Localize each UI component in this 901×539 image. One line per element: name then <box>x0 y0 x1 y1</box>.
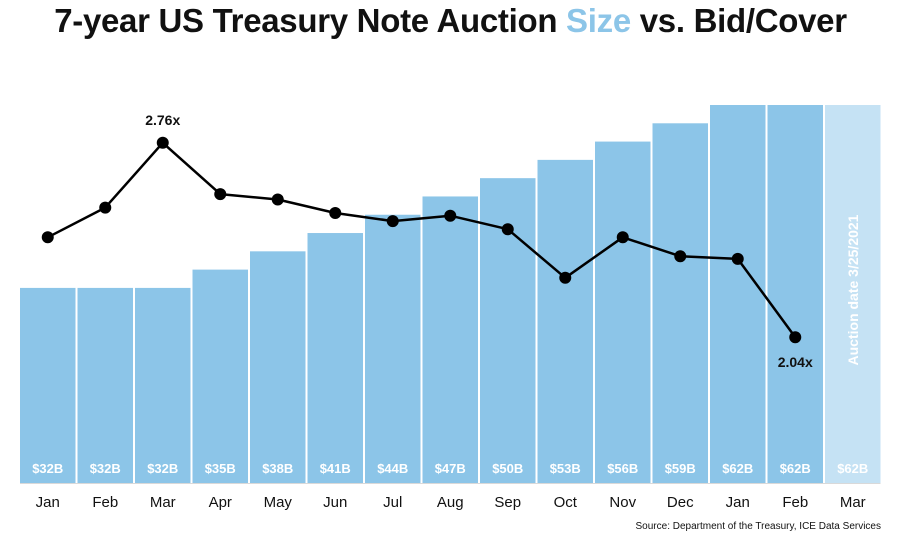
bid-cover-point <box>731 252 744 265</box>
title-part2: vs. Bid/Cover <box>630 2 847 39</box>
bid-cover-line <box>47 141 797 338</box>
x-tick-label: Nov <box>609 494 636 511</box>
bid-cover-point <box>329 207 342 219</box>
bar-mar-14 <box>825 105 881 483</box>
bar-oct-9 <box>537 159 593 483</box>
bid-cover-point <box>41 231 54 244</box>
x-tick-label: Oct <box>554 494 578 511</box>
x-tick-label: Sep <box>494 494 521 511</box>
bar-value-label: $56B <box>607 461 638 476</box>
upcoming-auction-note: Auction date 3/25/2021 <box>845 214 861 365</box>
bar-value-label: $32B <box>90 461 121 476</box>
x-tick-label: Jan <box>36 494 60 511</box>
bar-feb-13 <box>767 105 823 483</box>
bar-value-label: $62B <box>780 461 811 476</box>
bid-cover-point <box>156 136 169 149</box>
bar-nov-10 <box>595 141 651 484</box>
bar-value-label: $47B <box>435 461 466 476</box>
x-tick-label: May <box>264 494 293 511</box>
bar-value-label: $38B <box>262 461 293 476</box>
title-highlight: Size <box>566 2 631 39</box>
bar-value-label: $35B <box>205 461 236 476</box>
bar-may-4 <box>250 251 306 483</box>
bid-cover-point <box>501 223 514 236</box>
x-tick-label: Aug <box>437 494 464 511</box>
bid-cover-point <box>214 188 227 201</box>
bid-cover-point <box>444 209 457 222</box>
bar-value-label: $41B <box>320 461 351 476</box>
bid-cover-point <box>386 215 399 228</box>
bar-value-label: $50B <box>492 461 523 476</box>
x-tick-label: Dec <box>667 494 694 511</box>
source-note: Source: Department of the Treasury, ICE … <box>635 521 881 532</box>
bar-value-label: $59B <box>665 461 696 476</box>
x-tick-label: Feb <box>782 494 808 511</box>
x-tick-label: Jan <box>726 494 750 511</box>
bar-mar-2 <box>135 287 191 483</box>
title-part1: 7-year US Treasury Note Auction <box>54 2 567 39</box>
x-tick-label: Mar <box>150 494 176 511</box>
bid-cover-point <box>271 193 284 206</box>
bar-apr-3 <box>192 269 248 483</box>
bid-cover-point <box>559 271 572 284</box>
chart-title: 7-year US Treasury Note Auction Size vs.… <box>0 2 901 40</box>
x-tick-label: Jul <box>383 494 402 511</box>
bar-jan-0 <box>20 287 76 483</box>
bid-cover-annotation: 2.04x <box>778 354 813 370</box>
bid-cover-point <box>616 231 629 244</box>
bar-value-label: $62B <box>837 461 868 476</box>
bar-value-label: $62B <box>722 461 753 476</box>
x-tick-label: Jun <box>323 494 347 511</box>
bid-cover-point <box>99 201 112 214</box>
bar-value-label: $32B <box>147 461 178 476</box>
bar-jul-6 <box>365 214 421 483</box>
bar-dec-11 <box>652 123 708 484</box>
x-tick-label: Feb <box>92 494 118 511</box>
bar-aug-7 <box>422 196 478 484</box>
x-tick-label: Mar <box>840 494 866 511</box>
bar-feb-1 <box>77 287 133 483</box>
bid-cover-annotation: 2.76x <box>145 112 180 128</box>
bar-value-label: $53B <box>550 461 581 476</box>
bar-jan-12 <box>710 105 766 483</box>
x-tick-label: Apr <box>209 494 232 511</box>
bar-jun-5 <box>307 233 363 483</box>
bar-value-label: $44B <box>377 461 408 476</box>
bid-cover-point <box>789 331 802 344</box>
bid-cover-point <box>674 250 687 263</box>
bar-value-label: $32B <box>32 461 63 476</box>
